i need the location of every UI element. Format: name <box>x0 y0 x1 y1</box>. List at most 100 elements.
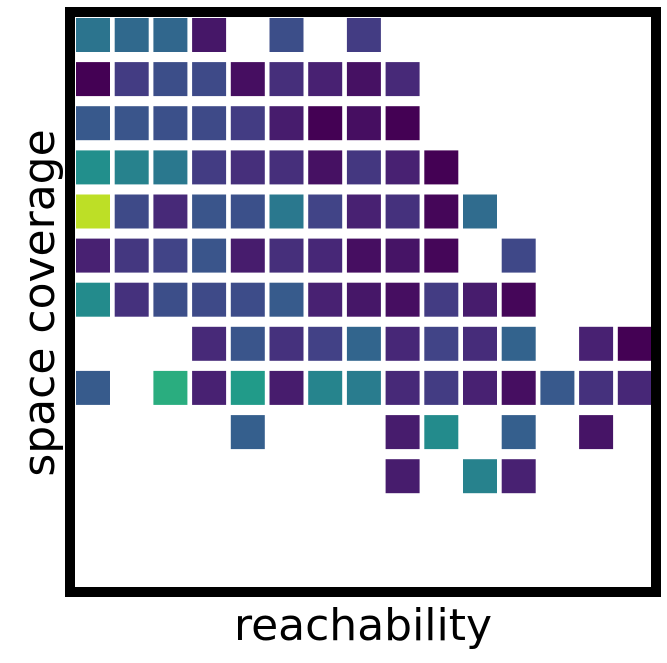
heatmap-cell <box>346 370 381 405</box>
heatmap-cell <box>153 18 188 52</box>
heatmap-cell <box>308 150 343 185</box>
heatmap-cell <box>346 238 381 273</box>
heatmap-cell <box>230 415 265 450</box>
heatmap-cell <box>76 62 110 97</box>
heatmap-cell <box>192 150 227 185</box>
heatmap-cell <box>385 459 420 494</box>
heatmap-cell <box>424 282 459 317</box>
heatmap-cell <box>230 194 265 229</box>
heatmap-cell <box>192 370 227 405</box>
heatmap-cell <box>192 238 227 273</box>
x-axis-label: reachability <box>233 600 493 651</box>
heatmap-cell <box>346 18 381 52</box>
heatmap-cell <box>192 194 227 229</box>
heatmap-cell <box>114 194 149 229</box>
heatmap-cell <box>76 282 110 317</box>
heatmap-cell <box>463 326 497 361</box>
heatmap-cell <box>230 238 265 273</box>
heatmap-cell <box>269 18 304 52</box>
heatmap-cell <box>424 326 459 361</box>
heatmap-cell <box>308 370 343 405</box>
heatmap-cell <box>540 370 575 405</box>
heatmap-cell <box>385 370 420 405</box>
heatmap-cell <box>308 62 343 97</box>
heatmap-cell <box>463 459 497 494</box>
heatmap-cell <box>114 62 149 97</box>
heatmap-cell <box>346 150 381 185</box>
heatmap-cell <box>385 282 420 317</box>
heatmap-cell <box>76 370 110 405</box>
heatmap-cell <box>76 106 110 141</box>
heatmap-cell <box>424 415 459 450</box>
heatmap-cell <box>76 150 110 185</box>
heatmap-cell <box>424 194 459 229</box>
heatmap-cell <box>308 326 343 361</box>
heatmap-cell <box>501 459 536 494</box>
heatmap-cell <box>617 326 652 361</box>
heatmap-cell <box>463 282 497 317</box>
heatmap-cell <box>501 415 536 450</box>
heatmap-cell <box>76 18 110 52</box>
heatmap-cell <box>424 150 459 185</box>
heatmap-cell <box>269 238 304 273</box>
heatmap-cell <box>114 106 149 141</box>
heatmap-cell <box>617 370 652 405</box>
heatmap-cell <box>269 62 304 97</box>
heatmap-cell <box>346 62 381 97</box>
heatmap-cell <box>153 370 188 405</box>
heatmap-cell <box>230 370 265 405</box>
heatmap-cell <box>230 326 265 361</box>
heatmap-cell <box>385 62 420 97</box>
heatmap-cell <box>579 370 614 405</box>
y-axis-label: space coverage <box>14 129 65 477</box>
heatmap-cell <box>269 106 304 141</box>
heatmap-cell <box>385 106 420 141</box>
heatmap-cell <box>269 194 304 229</box>
heatmap-cell <box>269 282 304 317</box>
heatmap-cell <box>463 370 497 405</box>
heatmap-cell <box>308 106 343 141</box>
heatmap-cell <box>579 326 614 361</box>
heatmap-cell <box>385 326 420 361</box>
heatmap-cell <box>153 282 188 317</box>
heatmap-cells <box>76 18 652 494</box>
heatmap-cell <box>153 238 188 273</box>
heatmap-cell <box>346 194 381 229</box>
heatmap-cell <box>76 194 110 229</box>
heatmap-cell <box>346 282 381 317</box>
heatmap-cell <box>76 238 110 273</box>
heatmap-cell <box>385 238 420 273</box>
heatmap-cell <box>385 415 420 450</box>
heatmap-cell <box>192 326 227 361</box>
plot-frame <box>65 7 661 597</box>
heatmap-cell <box>269 150 304 185</box>
heatmap-cell <box>501 238 536 273</box>
heatmap-cell <box>501 370 536 405</box>
heatmap-cell <box>192 106 227 141</box>
heatmap-cell <box>192 18 227 52</box>
heatmap-cell <box>153 62 188 97</box>
heatmap-cell <box>153 106 188 141</box>
heatmap-cell <box>153 150 188 185</box>
heatmap-cell <box>114 150 149 185</box>
heatmap-cell <box>424 238 459 273</box>
heatmap-cell <box>114 282 149 317</box>
heatmap-cell <box>114 18 149 52</box>
heatmap-cell <box>385 150 420 185</box>
heatmap-cell <box>501 282 536 317</box>
heatmap-cell <box>579 415 614 450</box>
heatmap-cell <box>114 238 149 273</box>
heatmap-cell <box>424 370 459 405</box>
heatmap-cell <box>269 326 304 361</box>
heatmap-cell <box>501 326 536 361</box>
heatmap-cell <box>230 150 265 185</box>
heatmap-cell <box>346 326 381 361</box>
heatmap-cell <box>463 194 497 229</box>
heatmap-cell <box>230 62 265 97</box>
heatmap-cell <box>230 282 265 317</box>
heatmap-cell <box>230 106 265 141</box>
heatmap-cell <box>308 282 343 317</box>
heatmap-cell <box>269 370 304 405</box>
heatmap-cell <box>192 62 227 97</box>
